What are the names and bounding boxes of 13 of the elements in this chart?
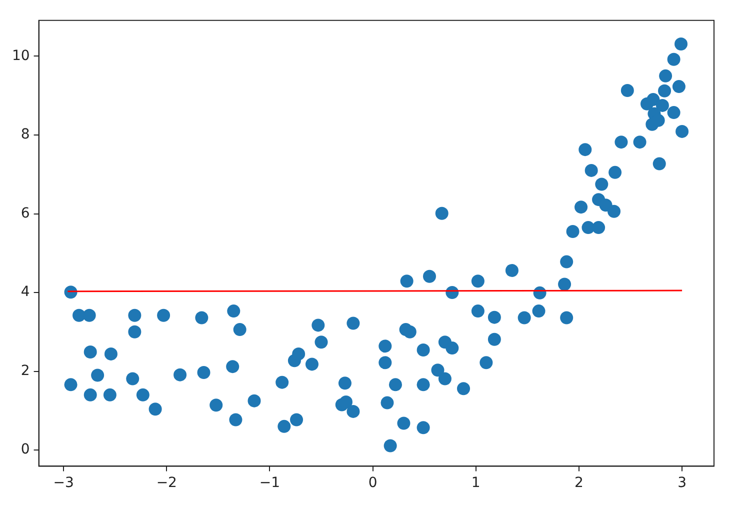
y-tick-label: 0 (20, 442, 30, 458)
y-tick-label: 8 (20, 126, 30, 143)
x-tick-label: −3 (53, 475, 74, 492)
y-tick-label: 10 (12, 48, 30, 64)
x-tick-label: 1 (471, 475, 480, 492)
x-tick-label: 0 (368, 475, 378, 492)
x-tick-label: −2 (156, 475, 177, 492)
y-tick-label: 6 (20, 205, 30, 222)
x-tick-label: −1 (259, 475, 280, 492)
y-tick-label: 4 (20, 284, 30, 300)
x-tick-label: 2 (574, 475, 584, 492)
x-tick-label: 3 (678, 475, 687, 492)
y-tick-label: 2 (20, 362, 30, 379)
